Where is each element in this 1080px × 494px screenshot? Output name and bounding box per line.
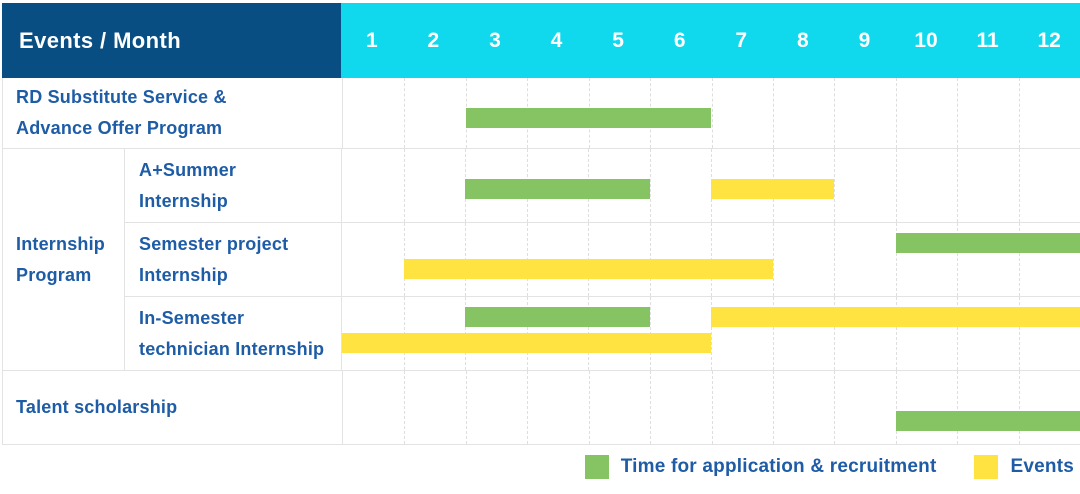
gantt-bar-yellow bbox=[711, 307, 1080, 327]
month-gridline bbox=[649, 149, 651, 222]
legend-item-events: Events bbox=[974, 455, 1074, 479]
yellow-swatch-icon bbox=[974, 455, 999, 479]
gantt-bar-green bbox=[465, 108, 712, 128]
gantt-bar-yellow bbox=[342, 333, 711, 353]
gantt-bar-yellow bbox=[403, 259, 773, 279]
month-gridline bbox=[772, 223, 774, 296]
month-header-label: 8 bbox=[796, 28, 809, 52]
group-sub-rows: A+Summer Internship Semester project Int… bbox=[125, 149, 1080, 370]
row-label: In-Semester technician Internship bbox=[125, 297, 341, 370]
row-label-line: Semester project bbox=[139, 233, 289, 254]
month-gridline bbox=[957, 223, 958, 296]
month-gridline bbox=[834, 297, 835, 370]
month-gridline bbox=[957, 149, 958, 222]
group-label-line: Program bbox=[16, 264, 92, 285]
month-header-label: 12 bbox=[1037, 28, 1061, 52]
month-gridline bbox=[1018, 223, 1020, 296]
row-label: Talent scholarship bbox=[3, 371, 342, 444]
month-gridline bbox=[404, 371, 406, 444]
month-gridline bbox=[404, 78, 406, 148]
gantt-track-area bbox=[341, 297, 1080, 370]
month-gridline bbox=[527, 371, 529, 444]
row-label-line: Internship bbox=[139, 190, 229, 211]
schedule-table: Events / Month 1 2 3 4 5 6 7 8 9 10 11 12 RD Substi… bbox=[2, 3, 1080, 445]
legend: Time for application & recruitment Event… bbox=[584, 455, 1074, 479]
row-label-line: technician Internship bbox=[139, 338, 325, 359]
month-gridline bbox=[403, 149, 405, 222]
month-header-label: 1 bbox=[365, 28, 378, 52]
row-label: A+Summer Internship bbox=[125, 149, 341, 222]
month-gridline bbox=[1018, 78, 1020, 148]
row-label-line: A+Summer bbox=[139, 159, 237, 180]
month-gridline bbox=[588, 371, 590, 444]
month-gridline bbox=[834, 223, 835, 296]
month-gridline bbox=[772, 78, 774, 148]
month-gridline bbox=[895, 78, 897, 148]
month-gridline bbox=[650, 371, 652, 444]
month-header-label: 9 bbox=[858, 28, 871, 52]
row-label-line: RD Substitute Service & bbox=[16, 87, 227, 107]
month-gridline bbox=[895, 297, 897, 370]
row-label: RD Substitute Service & Advance Offer Pr… bbox=[3, 78, 342, 148]
green-swatch-icon bbox=[584, 455, 609, 479]
month-header-label: 10 bbox=[914, 28, 938, 52]
month-gridline bbox=[772, 297, 774, 370]
month-gridline bbox=[711, 78, 713, 148]
table-row: A+Summer Internship bbox=[125, 149, 1080, 222]
month-header-label: 5 bbox=[612, 28, 624, 52]
month-gridline bbox=[711, 371, 713, 444]
events-month-header-cell: Events / Month bbox=[2, 3, 341, 78]
month-gridline bbox=[465, 371, 467, 444]
month-header-strip: 1 2 3 4 5 6 7 8 9 10 11 12 bbox=[341, 3, 1080, 78]
gantt-bar-green bbox=[465, 179, 650, 199]
month-gridline bbox=[895, 149, 897, 222]
month-gridline bbox=[957, 78, 959, 148]
month-gridline bbox=[957, 297, 958, 370]
table-row: Talent scholarship bbox=[3, 371, 1080, 445]
month-gridline bbox=[1018, 297, 1020, 370]
row-label: Semester project Internship bbox=[125, 223, 341, 296]
events-month-header-label: Events / Month bbox=[19, 27, 182, 53]
legend-label: Events bbox=[1010, 456, 1074, 477]
month-gridline bbox=[834, 149, 835, 222]
table-row: RD Substitute Service & Advance Offer Pr… bbox=[3, 78, 1080, 149]
month-gridline bbox=[1018, 371, 1020, 444]
month-gridline bbox=[772, 371, 774, 444]
month-gridline bbox=[895, 223, 897, 296]
legend-item-application: Time for application & recruitment bbox=[584, 455, 937, 479]
gantt-track-area bbox=[341, 223, 1080, 296]
month-header-label: 3 bbox=[489, 28, 501, 52]
gantt-track-area bbox=[342, 371, 1080, 444]
gantt-bar-green bbox=[895, 411, 1080, 431]
table-header-row: Events / Month 1 2 3 4 5 6 7 8 9 10 11 12 bbox=[2, 3, 1080, 78]
month-header-label: 7 bbox=[735, 28, 748, 52]
month-gridline bbox=[834, 371, 836, 444]
month-gridline bbox=[895, 371, 897, 444]
month-gridline bbox=[1018, 149, 1020, 222]
gantt-bar-yellow bbox=[711, 179, 834, 199]
table-body: RD Substitute Service & Advance Offer Pr… bbox=[2, 78, 1080, 445]
gantt-track-area bbox=[342, 78, 1080, 148]
gantt-bar-green bbox=[895, 233, 1080, 253]
month-gridline bbox=[957, 371, 959, 444]
group-label-line: Internship bbox=[16, 233, 106, 254]
month-header-label: 4 bbox=[550, 28, 563, 52]
internship-program-group-row: Internship Program A+Summer Internship S… bbox=[3, 149, 1080, 371]
row-label-line: Internship bbox=[139, 264, 229, 285]
month-header-label: 2 bbox=[427, 28, 440, 52]
month-gridline bbox=[834, 78, 836, 148]
table-row: Semester project Internship bbox=[125, 222, 1080, 296]
row-label-line: In-Semester bbox=[139, 307, 245, 328]
month-header-label: 6 bbox=[673, 28, 686, 52]
row-label-line: Advance Offer Program bbox=[16, 118, 223, 138]
gantt-track-area bbox=[341, 149, 1080, 222]
gantt-bar-green bbox=[465, 307, 650, 327]
table-row: In-Semester technician Internship bbox=[125, 296, 1080, 370]
month-header-label: 11 bbox=[976, 28, 999, 52]
group-label: Internship Program bbox=[3, 149, 125, 370]
row-label-line: Talent scholarship bbox=[16, 397, 178, 417]
legend-label: Time for application & recruitment bbox=[620, 456, 937, 477]
month-gridline bbox=[711, 297, 712, 370]
